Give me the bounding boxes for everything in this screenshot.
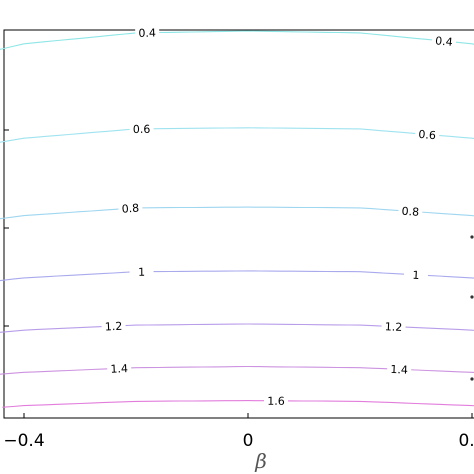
x-axis-ticks: .8−0.400.4 [3,413,474,451]
contour-label-bg [101,318,126,334]
plot-frame [3,29,474,419]
contour-label-bg [431,32,457,50]
contour-label-0.8: 0.8 [401,205,419,219]
cropped-label-fragment [470,295,474,299]
contour-label-bg [129,121,154,136]
contour-line-1.6 [0,400,474,408]
contour-label-0.4: 0.4 [138,27,156,40]
contour-line-1.2 [0,323,474,333]
contour-label-bg [0,400,3,417]
cropped-label-fragment [470,235,474,239]
contour-labels: 0.40.40.40.60.60.60.80.80.81111.21.21.21… [0,25,457,417]
contour-label-bg [129,264,154,279]
x-tick-label: 0.4 [458,431,474,451]
cropped-label-fragment [470,377,474,381]
contour-label-bg [403,267,429,283]
contour-line-0.4 [0,30,474,50]
contour-label-0.8: 0.8 [121,202,139,216]
contour-label-bg [414,126,440,143]
contour-label-bg [117,200,143,217]
x-tick-label: −0.4 [3,431,44,451]
contour-label-bg [263,393,289,408]
contour-label-0.6: 0.6 [418,128,437,142]
contour-label-0.4: 0.4 [435,34,454,49]
contour-line-0.6 [0,127,474,143]
y-axis-ticks [4,129,9,327]
contour-label-bg [397,203,423,220]
x-tick-label: 0 [243,431,254,451]
contour-line-1 [0,270,474,282]
contour-label-1: 1 [412,269,420,282]
contour-label-1: 1 [138,266,145,279]
right-edge-marks [470,235,474,381]
contour-label-1.4: 1.4 [390,363,408,377]
contour-label-bg [135,25,160,40]
contour-line-0.8 [0,206,474,220]
contour-label-bg [106,360,132,376]
contour-label-1.6: 1.6 [267,395,285,408]
contour-label-bg [381,319,406,335]
contour-label-1.2: 1.2 [105,320,123,334]
contour-lines [0,30,474,408]
contour-line-1.4 [0,365,474,375]
contour-label-1.2: 1.2 [385,320,403,334]
contour-label-bg [386,361,412,377]
contour-label-1.4: 1.4 [110,362,128,376]
contour-label-0.6: 0.6 [133,123,151,136]
x-axis-label: β [254,449,267,473]
